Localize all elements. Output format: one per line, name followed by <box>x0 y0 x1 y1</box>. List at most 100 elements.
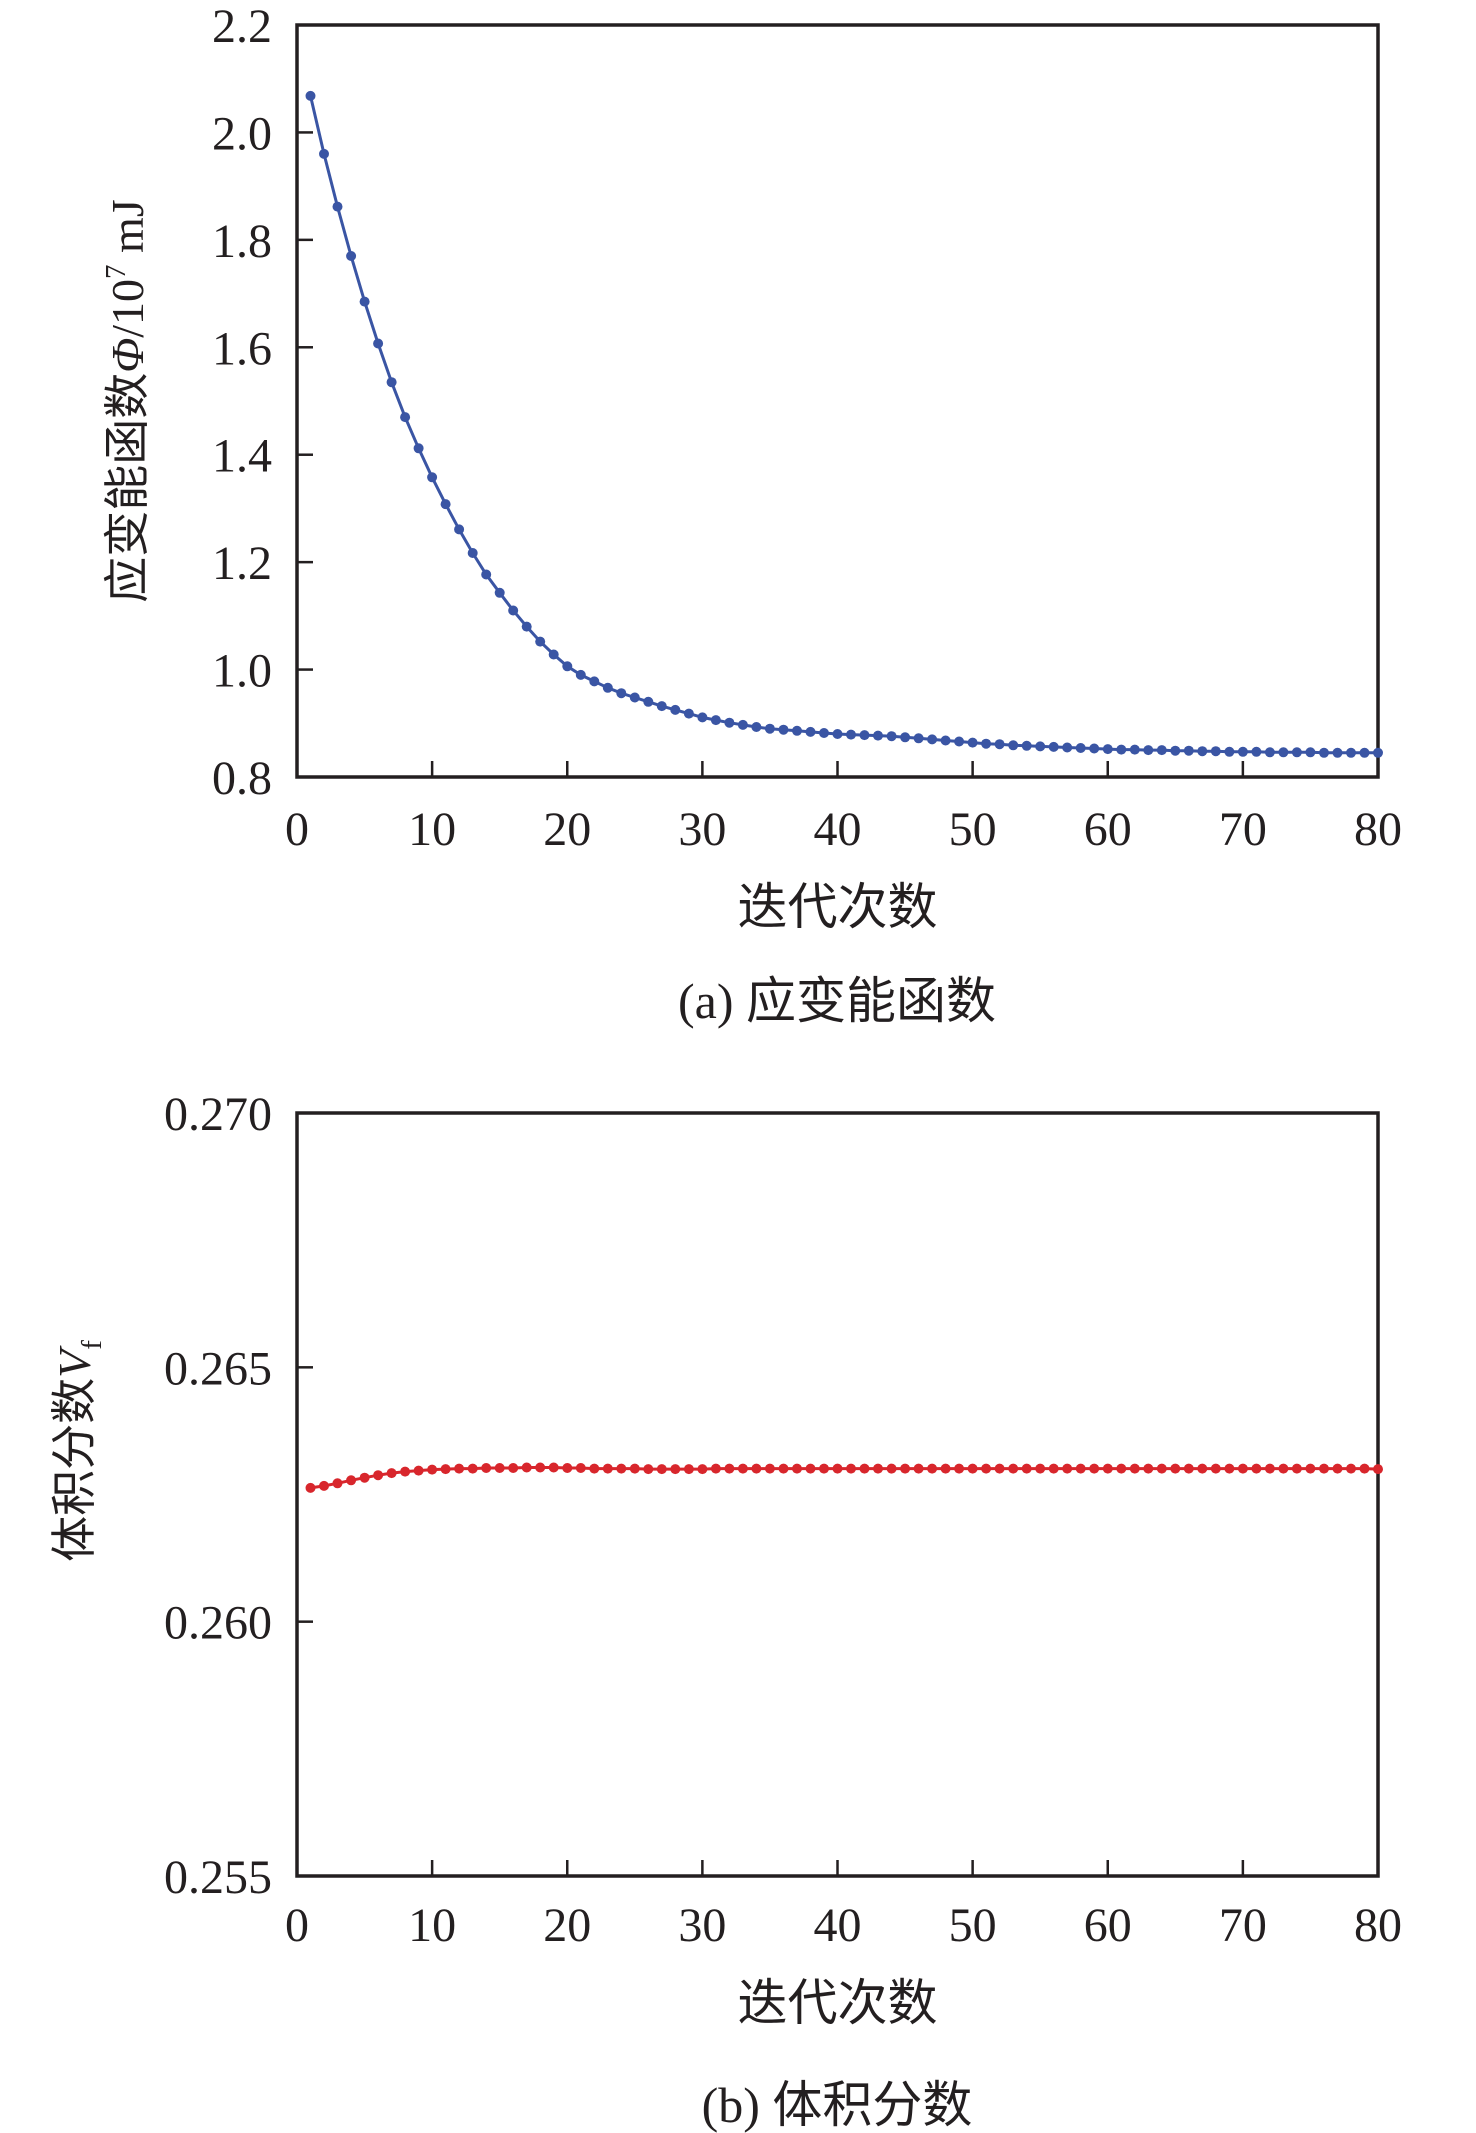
x-tick-label: 0 <box>285 803 309 856</box>
data-point <box>454 524 465 535</box>
data-point <box>440 1464 451 1475</box>
data-point <box>562 661 573 672</box>
data-point <box>1332 747 1343 758</box>
data-point <box>994 739 1005 750</box>
data-point <box>373 1470 384 1481</box>
data-point <box>1156 745 1167 756</box>
y-axis-title-part: f <box>76 1340 108 1350</box>
data-point <box>332 1478 343 1489</box>
data-point <box>1291 1463 1302 1474</box>
strain-energy-chart: (a) 应变能函数 2.2 2.0 1.8 1.6 1.4 1.2 1.0 0.80 10 20 3… <box>100 0 1402 1029</box>
data-point <box>873 730 883 741</box>
data-point <box>764 1463 775 1474</box>
data-point <box>1224 746 1235 757</box>
y-tick-label: 0.265 <box>164 1342 272 1395</box>
data-point <box>508 1463 519 1473</box>
data-point <box>1008 740 1019 751</box>
y-axis-title-part: 应变能函数 <box>102 373 153 603</box>
data-point <box>508 605 519 616</box>
y-axis-title-part: mJ <box>102 199 153 264</box>
data-point <box>940 1463 951 1474</box>
data-point <box>643 696 654 707</box>
data-point <box>1129 1463 1140 1474</box>
data-point <box>1332 1463 1343 1474</box>
data-point <box>1210 746 1221 757</box>
x-tick-label: 0 <box>285 1899 309 1952</box>
data-point <box>1075 1463 1086 1474</box>
data-point <box>1035 741 1046 752</box>
data-point <box>400 412 411 423</box>
data-point <box>859 730 870 741</box>
data-point <box>1346 747 1356 758</box>
data-point <box>1008 1463 1019 1474</box>
data-point <box>305 1482 316 1493</box>
data-point <box>346 251 357 261</box>
data-point <box>1224 1463 1235 1474</box>
data-point <box>413 1465 424 1476</box>
data-point <box>819 728 829 738</box>
data-point <box>1021 1463 1032 1474</box>
x-tick-label: 30 <box>678 1899 726 1952</box>
data-point <box>494 587 505 598</box>
data-point <box>981 738 992 749</box>
y-tick-label: 0.8 <box>212 752 272 805</box>
data-point <box>697 712 708 723</box>
data-point <box>670 704 681 715</box>
data-point <box>602 1463 613 1474</box>
data-point <box>602 682 613 693</box>
data-point <box>724 1463 735 1474</box>
data-point <box>981 1463 992 1474</box>
data-point <box>305 90 316 101</box>
data-point <box>1197 746 1208 757</box>
panel-b-caption: (b) 体积分数 <box>702 2077 973 2133</box>
data-point <box>832 1463 843 1474</box>
data-point <box>427 472 438 483</box>
data-point <box>319 1480 329 1491</box>
x-tick-label: 10 <box>408 803 456 856</box>
data-point <box>710 1463 721 1474</box>
x-axis-title: 迭代次数 <box>738 879 938 935</box>
data-point <box>873 1463 883 1474</box>
data-point <box>1143 745 1154 756</box>
data-point <box>1021 740 1032 751</box>
data-point <box>724 717 735 728</box>
data-point <box>1305 747 1316 758</box>
data-point <box>1048 1463 1059 1474</box>
x-tick-label: 40 <box>814 803 862 856</box>
data-point <box>1075 743 1086 753</box>
data-point <box>1089 743 1100 754</box>
y-axis-title: 应变能函数Φ/107 mJ <box>100 199 153 603</box>
y-axis-title-part: 7 <box>100 264 132 279</box>
x-tick-label: 50 <box>949 803 997 856</box>
data-point <box>670 1464 681 1475</box>
data-point <box>1264 747 1275 758</box>
data-point <box>1251 746 1262 757</box>
data-point <box>1048 741 1059 752</box>
data-point <box>764 723 775 734</box>
x-tick-label: 40 <box>814 1899 862 1952</box>
data-point <box>913 733 924 744</box>
axis-box <box>295 23 1380 779</box>
data-point <box>535 636 546 647</box>
data-point <box>1373 747 1383 758</box>
y-axis-title-part: V <box>49 1345 100 1378</box>
data-point <box>589 1463 600 1474</box>
x-tick-label: 10 <box>408 1899 456 1952</box>
data-point <box>1237 746 1248 757</box>
y-tick-label: 1.4 <box>212 430 272 483</box>
data-point <box>1102 744 1113 755</box>
data-point <box>1197 1463 1208 1474</box>
data-point <box>737 1463 748 1474</box>
data-point <box>1359 747 1370 758</box>
x-tick-label: 20 <box>543 803 591 856</box>
data-point <box>521 621 532 632</box>
data-point <box>521 1462 532 1473</box>
data-point <box>373 338 384 349</box>
data-point <box>1278 1463 1289 1474</box>
data-point <box>967 737 978 748</box>
data-point <box>832 729 843 739</box>
y-tick-label: 1.0 <box>212 645 272 698</box>
data-point <box>927 1463 938 1474</box>
